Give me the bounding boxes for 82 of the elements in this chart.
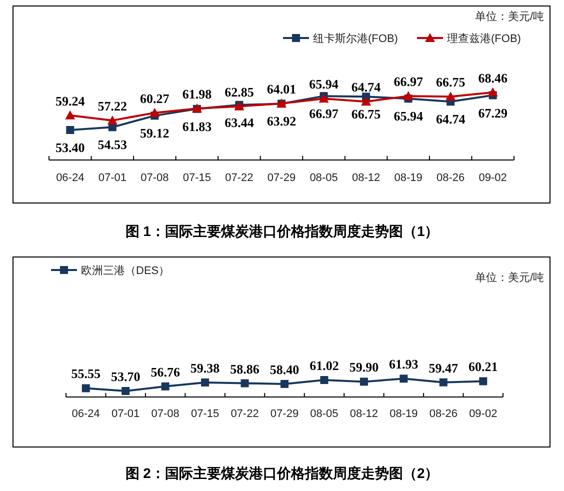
x-tick-label: 08-19 [394,172,422,184]
x-tick-label: 09-02 [478,172,507,184]
legend-label: 纽卡斯尔港(FOB) [313,32,398,45]
data-label: 59.24 [56,93,86,108]
data-label: 58.40 [270,362,300,377]
x-tick-label: 07-22 [225,172,254,184]
legend-label: 欧洲三港（DES） [81,264,170,277]
point [403,91,414,100]
data-label: 64.01 [266,81,296,96]
data-label: 66.97 [394,74,424,90]
data-label: 59.38 [190,360,220,376]
point [65,110,76,120]
data-label: 65.94 [309,76,339,92]
data-label: 64.74 [436,112,466,127]
x-tick-label: 08-05 [310,172,338,184]
text: 图 1：国际主要煤炭港口价格指数周度走势图（1） [125,223,439,239]
point [488,87,498,96]
legend-label: 理查兹港(FOB) [447,32,521,45]
x-tick-label: 08-12 [352,172,380,184]
point [360,378,368,386]
data-label: 53.70 [110,369,140,384]
point [201,378,210,386]
data-label: 68.46 [478,70,508,86]
x-tick-label: 06-24 [72,408,100,420]
point [150,108,160,117]
data-label: 53.40 [56,140,85,155]
x-tick-label: 08-26 [429,408,458,420]
data-label: 60.27 [140,90,170,106]
data-label: 66.97 [309,106,339,122]
x-tick-label: 07-01 [98,172,126,184]
data-label: 58.86 [230,361,260,376]
point [82,384,90,392]
point [361,96,372,106]
data-label: 61.98 [182,86,212,102]
data-label: 55.55 [71,366,101,382]
x-tick-label: 08-05 [310,408,338,420]
data-label: 56.76 [150,364,180,380]
point [280,380,288,388]
point [318,94,329,103]
data-label: 61.93 [389,356,419,372]
point [66,126,74,134]
x-tick-label: 06-24 [56,172,84,184]
data-label: 59.47 [428,360,459,376]
text: 单位：美元/吨 [474,271,544,284]
point [439,378,448,386]
x-tick-label: 07-01 [112,408,140,420]
text: 单位：美元/吨 [474,10,544,23]
point [479,377,488,386]
data-label: 61.83 [182,118,212,134]
point [400,374,408,383]
data-label: 63.92 [266,114,296,129]
x-tick-label: 08-19 [390,408,418,420]
data-label: 66.75 [351,106,382,122]
x-tick-label: 07-29 [270,408,299,420]
point [240,379,249,388]
x-tick-label: 07-08 [151,408,180,420]
data-label: 62.85 [224,84,254,100]
x-tick-label: 08-12 [350,408,378,420]
data-label: 65.94 [394,108,424,124]
x-tick-label: 07-15 [182,172,212,184]
data-label: 63.44 [224,114,254,130]
point [107,115,118,124]
data-label: 67.29 [478,105,508,120]
x-tick-label: 07-22 [230,408,259,420]
data-label: 59.90 [349,360,379,375]
data-label: 64.74 [351,80,382,95]
data-label: 61.02 [310,358,339,374]
x-tick-label: 08-26 [436,172,465,184]
data-label: 57.22 [98,98,128,114]
point [446,92,456,101]
x-tick-label: 07-29 [267,172,296,184]
data-label: 54.53 [98,137,128,152]
point [320,376,328,384]
data-label: 60.21 [468,359,498,374]
text: 图 2：国际主要煤炭港口价格指数周度走势图（2） [125,465,439,481]
x-tick-label: 07-15 [190,408,220,420]
point [122,387,130,395]
point [161,382,170,390]
data-label: 59.12 [140,126,170,141]
data-label: 66.75 [436,74,466,90]
x-tick-label: 09-02 [469,408,498,420]
x-tick-label: 07-08 [140,172,169,184]
